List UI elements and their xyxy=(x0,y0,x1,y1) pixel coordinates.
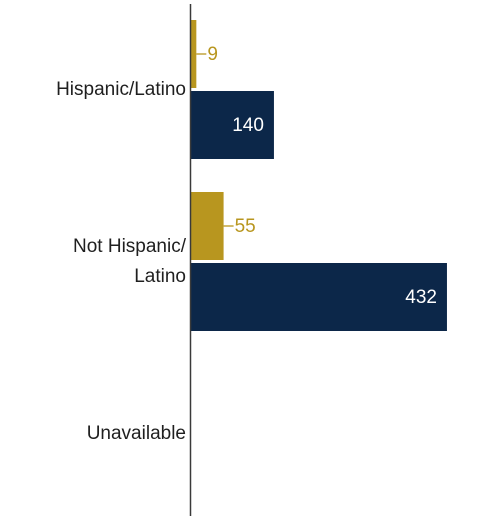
bar-hispanic-latino-series-1 xyxy=(191,20,197,88)
bar-hispanic-latino-series-2 xyxy=(191,91,274,159)
category-label-not-hispanic-latino: Not Hispanic/Latino xyxy=(73,236,187,287)
value-label-not-hispanic-latino-series-1: 55 xyxy=(235,216,256,237)
value-label-not-hispanic-latino-series-2: 432 xyxy=(405,287,437,308)
category-labels-layer: Hispanic/Latino Not Hispanic/Latino Unavai… xyxy=(56,79,187,444)
value-label-hispanic-latino-series-1: 9 xyxy=(207,44,218,65)
bar-not-hispanic-latino-series-1 xyxy=(191,192,224,260)
value-label-hispanic-latino-series-2: 140 xyxy=(232,115,264,136)
category-label-hispanic-latino: Hispanic/Latino xyxy=(56,79,186,100)
category-label-unavailable: Unavailable xyxy=(87,423,186,444)
bar-not-hispanic-latino-series-2 xyxy=(191,263,447,331)
bars-layer: 9 140 55 432 xyxy=(191,20,447,331)
